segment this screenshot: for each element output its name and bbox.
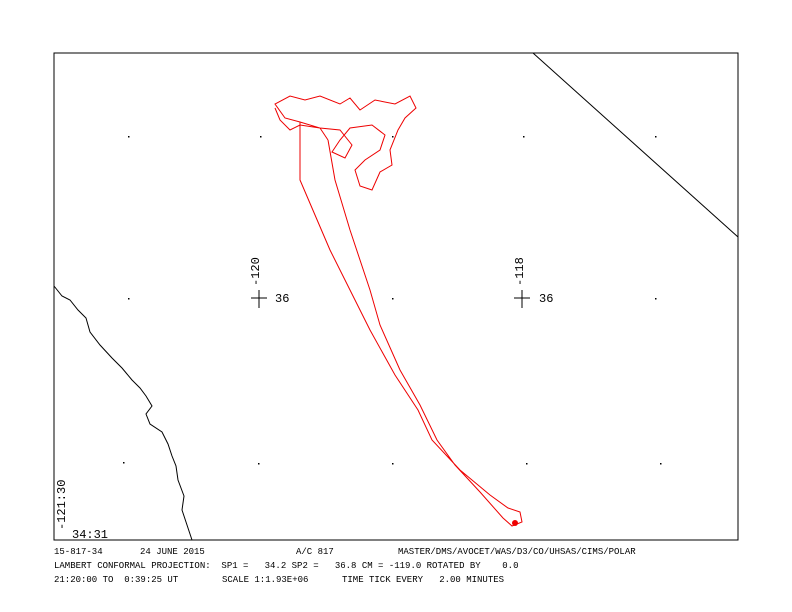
crosses	[251, 290, 530, 308]
grid-dots	[123, 136, 662, 465]
lon-label: -120	[249, 257, 263, 286]
lat-label: 36	[539, 292, 553, 306]
scale: SCALE 1:1.93E+06	[222, 575, 308, 585]
instruments: MASTER/DMS/AVOCET/WAS/D3/CO/UHSAS/CIMS/P…	[398, 547, 636, 557]
aircraft: A/C 817	[296, 547, 334, 557]
coastlines	[53, 52, 739, 541]
time-range: 21:20:00 TO 0:39:25 UT	[54, 575, 179, 585]
lat-label: 36	[275, 292, 289, 306]
time-tick: TIME TICK EVERY 2.00 MINUTES	[342, 575, 504, 585]
lon-label: -118	[513, 257, 527, 286]
flight-id: 15-817-34	[54, 547, 103, 557]
corner-lat: 34:31	[72, 528, 108, 542]
end-marker	[512, 520, 518, 526]
corner-lon: -121:30	[55, 480, 69, 530]
projection: LAMBERT CONFORMAL PROJECTION: SP1 = 34.2…	[54, 561, 518, 571]
date: 24 JUNE 2015	[140, 547, 205, 557]
frame	[53, 52, 739, 541]
flight-track	[274, 95, 523, 527]
